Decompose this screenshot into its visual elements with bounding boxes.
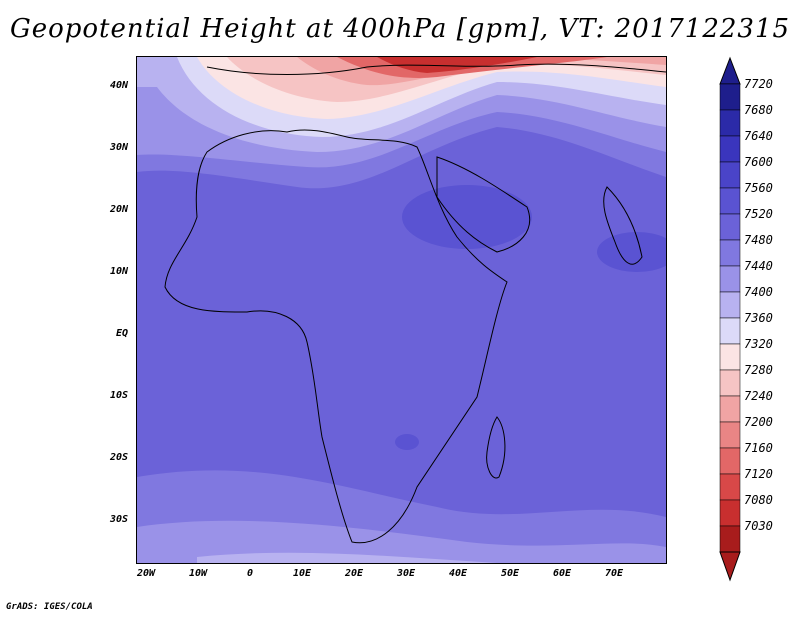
legend-label: 7120 xyxy=(744,467,773,481)
lat-label-10n: 10N xyxy=(109,266,128,277)
legend-label: 7280 xyxy=(744,363,773,377)
legend-swatch xyxy=(719,239,741,267)
legend-swatch xyxy=(719,291,741,319)
legend-label: 7520 xyxy=(744,207,773,221)
lat-label-30s: 30S xyxy=(109,514,128,525)
legend-arrow-bottom xyxy=(719,551,741,582)
legend-label: 7240 xyxy=(744,389,773,403)
legend-label: 7560 xyxy=(744,181,773,195)
lon-label-50e: 50E xyxy=(500,568,520,579)
lon-label-40e: 40E xyxy=(448,568,468,579)
legend-swatch xyxy=(719,317,741,345)
legend-swatch xyxy=(719,525,741,553)
legend-swatch xyxy=(719,343,741,371)
lon-label-10w: 10W xyxy=(188,568,208,579)
legend-label: 7480 xyxy=(744,233,773,247)
legend-label: 7720 xyxy=(744,77,773,91)
legend-label: 7160 xyxy=(744,441,773,455)
contour-field xyxy=(137,57,666,563)
legend-label: 7400 xyxy=(744,285,773,299)
legend-swatch xyxy=(719,473,741,501)
legend-swatch xyxy=(719,447,741,475)
map-plot xyxy=(136,56,667,564)
legend-arrow-top xyxy=(719,56,741,85)
legend-swatch xyxy=(719,369,741,397)
credit-text: GrADS: IGES/COLA xyxy=(6,602,93,612)
lon-label-70e: 70E xyxy=(604,568,624,579)
map-title: Geopotential Height at 400hPa [gpm], VT:… xyxy=(9,14,791,44)
legend-label: 7600 xyxy=(744,155,773,169)
legend-swatch xyxy=(719,213,741,241)
legend-label: 7680 xyxy=(744,103,773,117)
lat-label-30n: 30N xyxy=(109,142,128,153)
legend-label: 7440 xyxy=(744,259,773,273)
legend-bar xyxy=(719,56,741,582)
lon-label-20e: 20E xyxy=(344,568,364,579)
legend-swatch xyxy=(719,265,741,293)
lon-label-0: 0 xyxy=(246,568,254,579)
legend-swatch xyxy=(719,161,741,189)
legend-label: 7640 xyxy=(744,129,773,143)
legend-label: 7360 xyxy=(744,311,773,325)
lat-label-40n: 40N xyxy=(109,80,128,91)
lat-label-20n: 20N xyxy=(109,204,128,215)
legend-swatch xyxy=(719,135,741,163)
legend-swatch xyxy=(719,83,741,111)
legend-swatch xyxy=(719,109,741,137)
legend-label: 7320 xyxy=(744,337,773,351)
lon-label-30e: 30E xyxy=(396,568,416,579)
legend-swatch xyxy=(719,421,741,449)
legend-label: 7200 xyxy=(744,415,773,429)
legend-swatch xyxy=(719,395,741,423)
lat-label-20s: 20S xyxy=(109,452,128,463)
lon-label-60e: 60E xyxy=(552,568,572,579)
legend-label: 7030 xyxy=(744,519,773,533)
lon-label-10e: 10E xyxy=(292,568,312,579)
lat-label-eq: EQ xyxy=(115,328,128,339)
legend-swatch xyxy=(719,499,741,527)
legend-label: 7080 xyxy=(744,493,773,507)
legend-swatch xyxy=(719,187,741,215)
lon-label-20w: 20W xyxy=(136,568,156,579)
lat-label-10s: 10S xyxy=(109,390,128,401)
